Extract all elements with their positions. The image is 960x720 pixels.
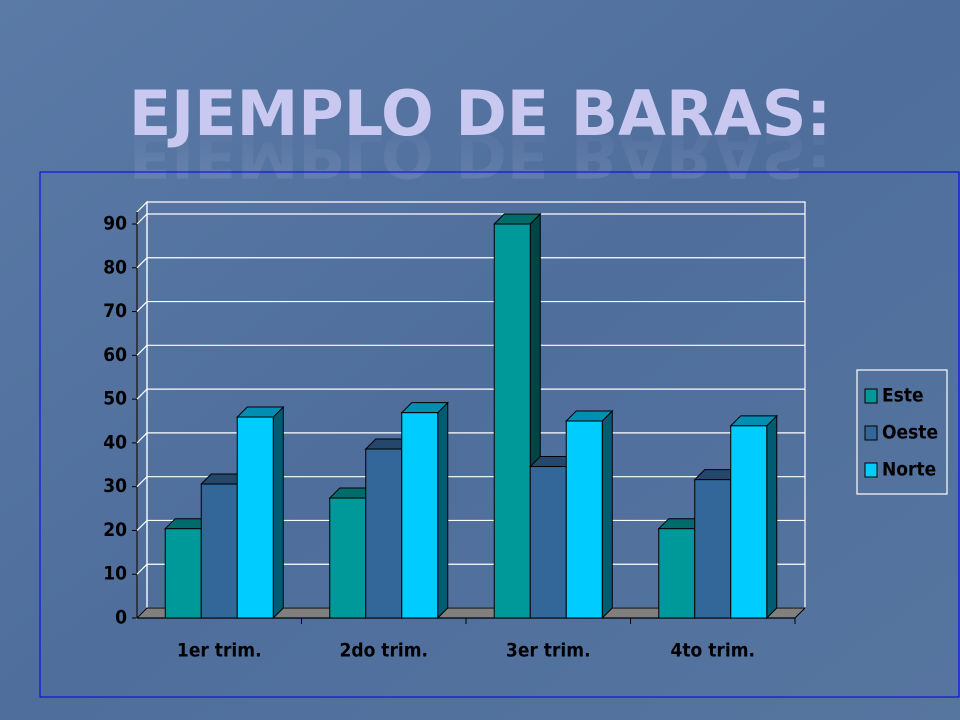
legend-swatch: [864, 462, 878, 478]
legend-label: Oeste: [882, 422, 938, 444]
bar: [493, 223, 531, 619]
grid-line: [136, 300, 805, 312]
x-tick-label: 2do trim.: [339, 640, 428, 662]
legend-label: Norte: [882, 459, 936, 481]
legend-swatch: [864, 388, 878, 404]
grid-line: [136, 213, 805, 225]
y-tick-label: 50: [103, 388, 127, 410]
chart-frame: [39, 171, 960, 698]
y-tick-label: 70: [103, 300, 127, 322]
bar: [730, 425, 768, 619]
legend-box: [856, 369, 948, 495]
bar: [329, 497, 367, 619]
legend-label: Este: [882, 385, 924, 407]
bar: [694, 479, 732, 619]
bar-side: [766, 414, 778, 620]
bar-side: [272, 405, 284, 620]
bar: [401, 412, 439, 619]
bar: [365, 448, 403, 619]
bar: [164, 528, 202, 619]
x-tick-label: 4to trim.: [670, 640, 755, 662]
chart: 0 10 20 30 40 50 60 70 80 90 1er trim. 2do trim. 3er…: [103, 200, 948, 662]
grid-line: [136, 388, 805, 400]
x-tick-label: 3er trim.: [506, 640, 591, 662]
y-tick-label: 40: [103, 431, 127, 453]
bar: [200, 483, 238, 619]
bar: [565, 420, 603, 619]
y-tick-label: 30: [103, 475, 127, 497]
bar: [236, 416, 274, 619]
y-tick-label: 20: [103, 519, 127, 541]
y-tick-label: 90: [103, 213, 127, 235]
bar-side: [601, 409, 613, 620]
x-tick-label: 1er trim.: [177, 640, 262, 662]
slide-title: EJEMPLO DE BARAS:: [129, 77, 831, 150]
y-tick-label: 10: [103, 563, 127, 585]
y-tick-label: 80: [103, 256, 127, 278]
y-tick-label: 60: [103, 344, 127, 366]
y-tick-label: 0: [115, 607, 127, 629]
legend-swatch: [864, 425, 878, 441]
grid-line: [136, 344, 805, 356]
title-reflection: EJEMPLO DE BARAS:: [129, 118, 831, 191]
bar-side: [437, 401, 449, 620]
bar: [658, 528, 696, 619]
bar: [529, 466, 567, 619]
grid-line: [136, 257, 805, 269]
